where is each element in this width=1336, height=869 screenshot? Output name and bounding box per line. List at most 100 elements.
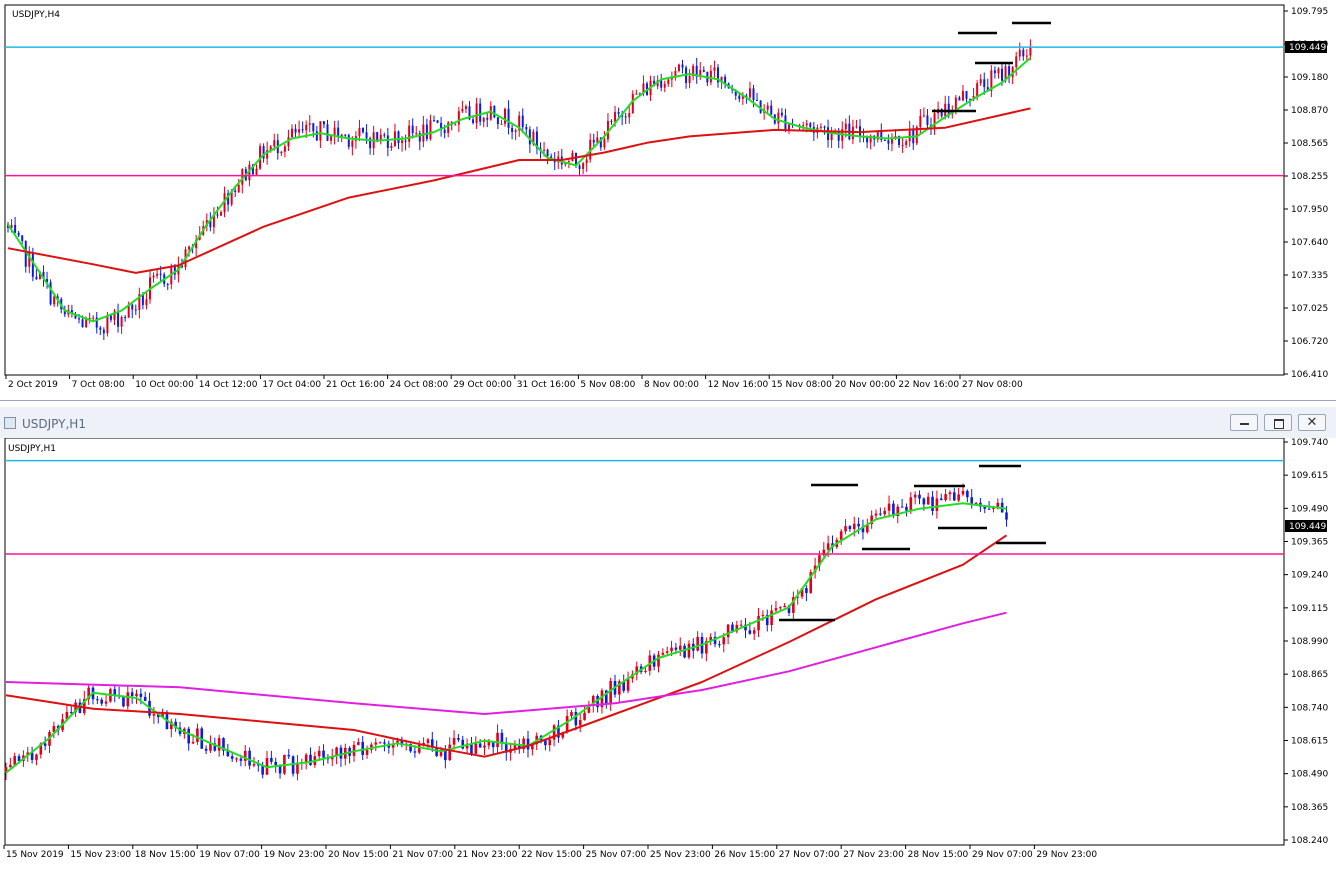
candle <box>248 160 251 187</box>
candle <box>944 488 947 502</box>
candle <box>622 674 625 693</box>
y-tick-label: 108.865 <box>1291 670 1328 680</box>
h1-plot-area[interactable] <box>4 438 1285 846</box>
candle <box>220 210 222 217</box>
candle <box>805 585 808 602</box>
y-tick-label: 108.255 <box>1291 172 1328 182</box>
candle <box>939 493 943 501</box>
candle <box>993 66 996 79</box>
x-tick-label: 14 Oct 12:00 <box>199 380 258 390</box>
candle <box>557 719 560 743</box>
h4-current-price-box: 109.449 <box>1285 41 1327 53</box>
candle <box>270 750 273 765</box>
candle <box>688 69 691 89</box>
h4-plot-area[interactable] <box>4 4 1285 376</box>
candle <box>461 100 464 113</box>
candle <box>759 100 762 114</box>
candle <box>296 754 299 781</box>
candle <box>35 753 38 766</box>
candle <box>212 207 215 234</box>
candle <box>209 735 212 754</box>
candle <box>337 120 340 142</box>
candle <box>571 150 574 162</box>
candle <box>626 671 630 694</box>
y-tick-label: 109.115 <box>1291 604 1328 614</box>
candle <box>291 124 293 139</box>
moving-average-line <box>7 107 1031 274</box>
candle <box>134 304 137 316</box>
candle <box>765 609 769 632</box>
candle <box>544 739 547 751</box>
candle <box>957 487 960 503</box>
candle <box>95 311 98 334</box>
candle <box>464 104 467 113</box>
candle <box>283 144 286 158</box>
candle <box>411 118 414 139</box>
candle <box>117 303 120 333</box>
candle <box>17 753 21 763</box>
h4-markers <box>932 21 1051 113</box>
candle <box>526 730 530 758</box>
svg-text:109.449: 109.449 <box>1289 43 1326 53</box>
h4-chart-window[interactable]: 109.795109.490109.180108.870108.565108.2… <box>0 0 1336 401</box>
candle <box>491 741 495 756</box>
candle <box>274 757 277 773</box>
candle <box>660 73 663 92</box>
candle <box>257 759 260 772</box>
candle <box>474 736 478 754</box>
candle <box>330 134 333 145</box>
candle <box>319 121 322 148</box>
candle <box>390 142 393 151</box>
candle <box>418 130 421 151</box>
x-tick-label: 2 Oct 2019 <box>8 380 58 390</box>
h1-chart-window[interactable]: USDJPY,H1 ✕ 109.740 109.615 109.490 109.365… <box>0 407 1336 869</box>
h1-window-titlebar[interactable]: USDJPY,H1 ✕ <box>0 407 1336 438</box>
candle <box>987 501 991 510</box>
h1-chart[interactable]: 109.740 109.615 109.490 109.365 109.240 109.1… <box>0 438 1336 869</box>
candle <box>844 519 847 535</box>
y-tick-label: 108.490 <box>1291 770 1328 780</box>
candle <box>918 490 921 505</box>
candle <box>230 753 234 762</box>
candle <box>752 627 756 640</box>
candle <box>570 709 573 720</box>
candle <box>757 607 760 638</box>
candle <box>966 489 969 503</box>
candle <box>670 71 673 88</box>
candle <box>237 178 240 194</box>
candle <box>997 67 1000 79</box>
candle <box>678 637 682 657</box>
candle <box>1008 62 1011 84</box>
candle <box>883 139 886 142</box>
minimize-button[interactable] <box>1230 414 1258 431</box>
x-tick-label: 29 Nov 07:00 <box>972 850 1033 860</box>
candle <box>429 114 432 141</box>
restore-button[interactable] <box>1264 414 1292 431</box>
candle <box>135 689 138 704</box>
candle <box>386 127 389 157</box>
candle <box>709 65 712 86</box>
candle <box>43 736 47 751</box>
x-tick-label: 8 Nov 00:00 <box>644 380 699 390</box>
close-button[interactable]: ✕ <box>1298 414 1326 431</box>
candle <box>17 230 20 238</box>
candle <box>887 134 890 150</box>
candle <box>187 726 190 751</box>
moving-average-line <box>7 57 1032 323</box>
candle <box>227 189 230 212</box>
h4-chart[interactable]: 109.795109.490109.180108.870108.565108.2… <box>0 0 1336 400</box>
candle <box>145 292 148 310</box>
candle <box>195 235 198 257</box>
candle <box>855 119 858 129</box>
candle <box>35 269 38 280</box>
x-tick-label: 20 Nov 00:00 <box>835 380 896 390</box>
candle <box>635 661 639 681</box>
candle <box>143 691 147 702</box>
candle <box>876 130 879 143</box>
h4-horizontal-lines <box>5 46 1284 177</box>
x-tick-label: 7 Oct 08:00 <box>72 380 125 390</box>
candle <box>578 713 582 733</box>
candle <box>511 123 514 140</box>
candle <box>196 723 199 745</box>
candle <box>744 617 747 639</box>
